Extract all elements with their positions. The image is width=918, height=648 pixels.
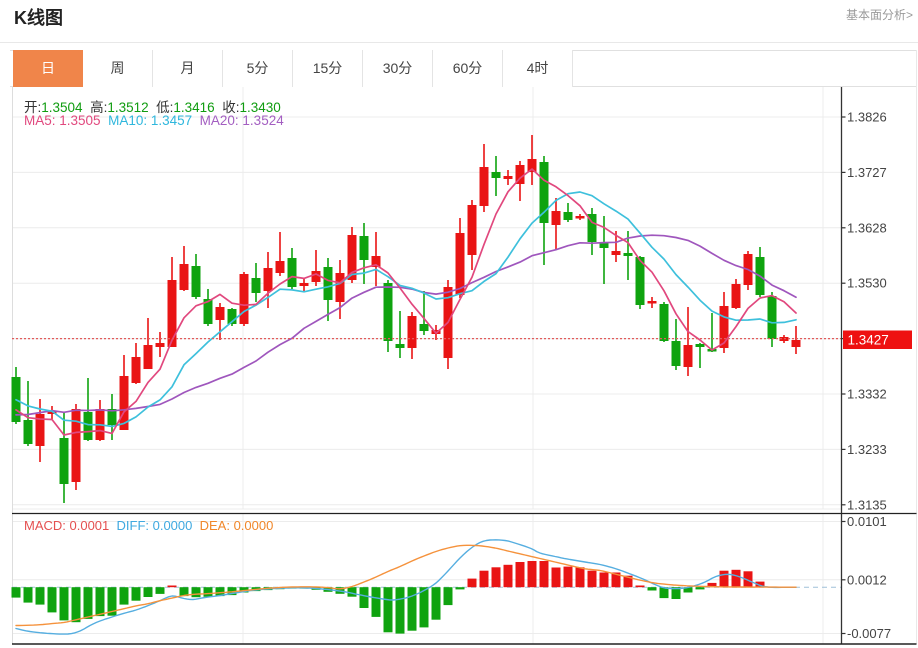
svg-text:1.3530: 1.3530 (847, 276, 887, 291)
svg-text:1.3628: 1.3628 (847, 220, 887, 235)
svg-text:1.3233: 1.3233 (847, 442, 887, 457)
svg-text:1.3727: 1.3727 (847, 165, 887, 180)
svg-text:1.3332: 1.3332 (847, 387, 887, 402)
svg-text:1.3135: 1.3135 (847, 497, 887, 512)
svg-text:-0.0077: -0.0077 (847, 626, 891, 641)
svg-text:0.0012: 0.0012 (847, 572, 887, 587)
svg-text:1.3427: 1.3427 (848, 333, 889, 348)
svg-text:1.3826: 1.3826 (847, 110, 887, 125)
svg-text:0.0101: 0.0101 (847, 514, 887, 529)
